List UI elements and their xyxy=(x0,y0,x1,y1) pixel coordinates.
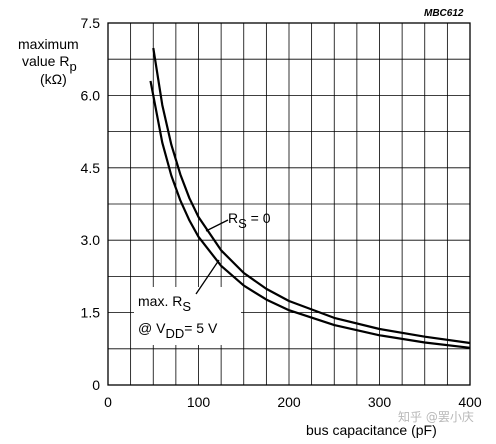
max-rs-label-line1: max. RS xyxy=(138,293,191,314)
x-tick-label: 300 xyxy=(368,394,392,410)
grid xyxy=(107,22,471,386)
y-tick-label: 6.0 xyxy=(81,87,101,103)
ylabel-line3: (kΩ) xyxy=(40,71,67,87)
x-tick-label: 400 xyxy=(458,394,482,410)
plot-frame xyxy=(107,22,471,386)
x-tick-label: 100 xyxy=(187,394,211,410)
tick-labels: 0 100 200 300 400 0 1.5 3.0 4.5 6.0 7.5 xyxy=(81,15,482,410)
y-tick-label: 4.5 xyxy=(81,160,101,176)
curves xyxy=(149,47,471,349)
x-tick-label: 0 xyxy=(104,394,112,410)
x-tick-label: 200 xyxy=(277,394,301,410)
ylabel-line2: value Rp xyxy=(22,53,77,74)
max-rs-label-bg xyxy=(134,287,241,345)
y-tick-label: 3.0 xyxy=(81,232,101,248)
y-tick-label: 7.5 xyxy=(81,15,101,31)
xlabel: bus capacitance (pF) xyxy=(306,422,437,438)
max-rs-leader xyxy=(195,259,220,295)
rs-zero-leader xyxy=(205,219,229,232)
rs-zero-label: RS = 0 xyxy=(228,210,271,231)
series-line-1 xyxy=(152,47,471,345)
y-tick-label: 1.5 xyxy=(81,305,101,321)
figure-code: MBC612 xyxy=(424,8,464,19)
ylabel-line1: maximum xyxy=(18,36,79,52)
series-line-2 xyxy=(149,80,471,349)
max-rs-label-line2: @ VDD= 5 V xyxy=(138,320,218,341)
watermark: 知乎 @罢小庆 xyxy=(398,410,474,424)
y-tick-label: 0 xyxy=(92,377,100,393)
